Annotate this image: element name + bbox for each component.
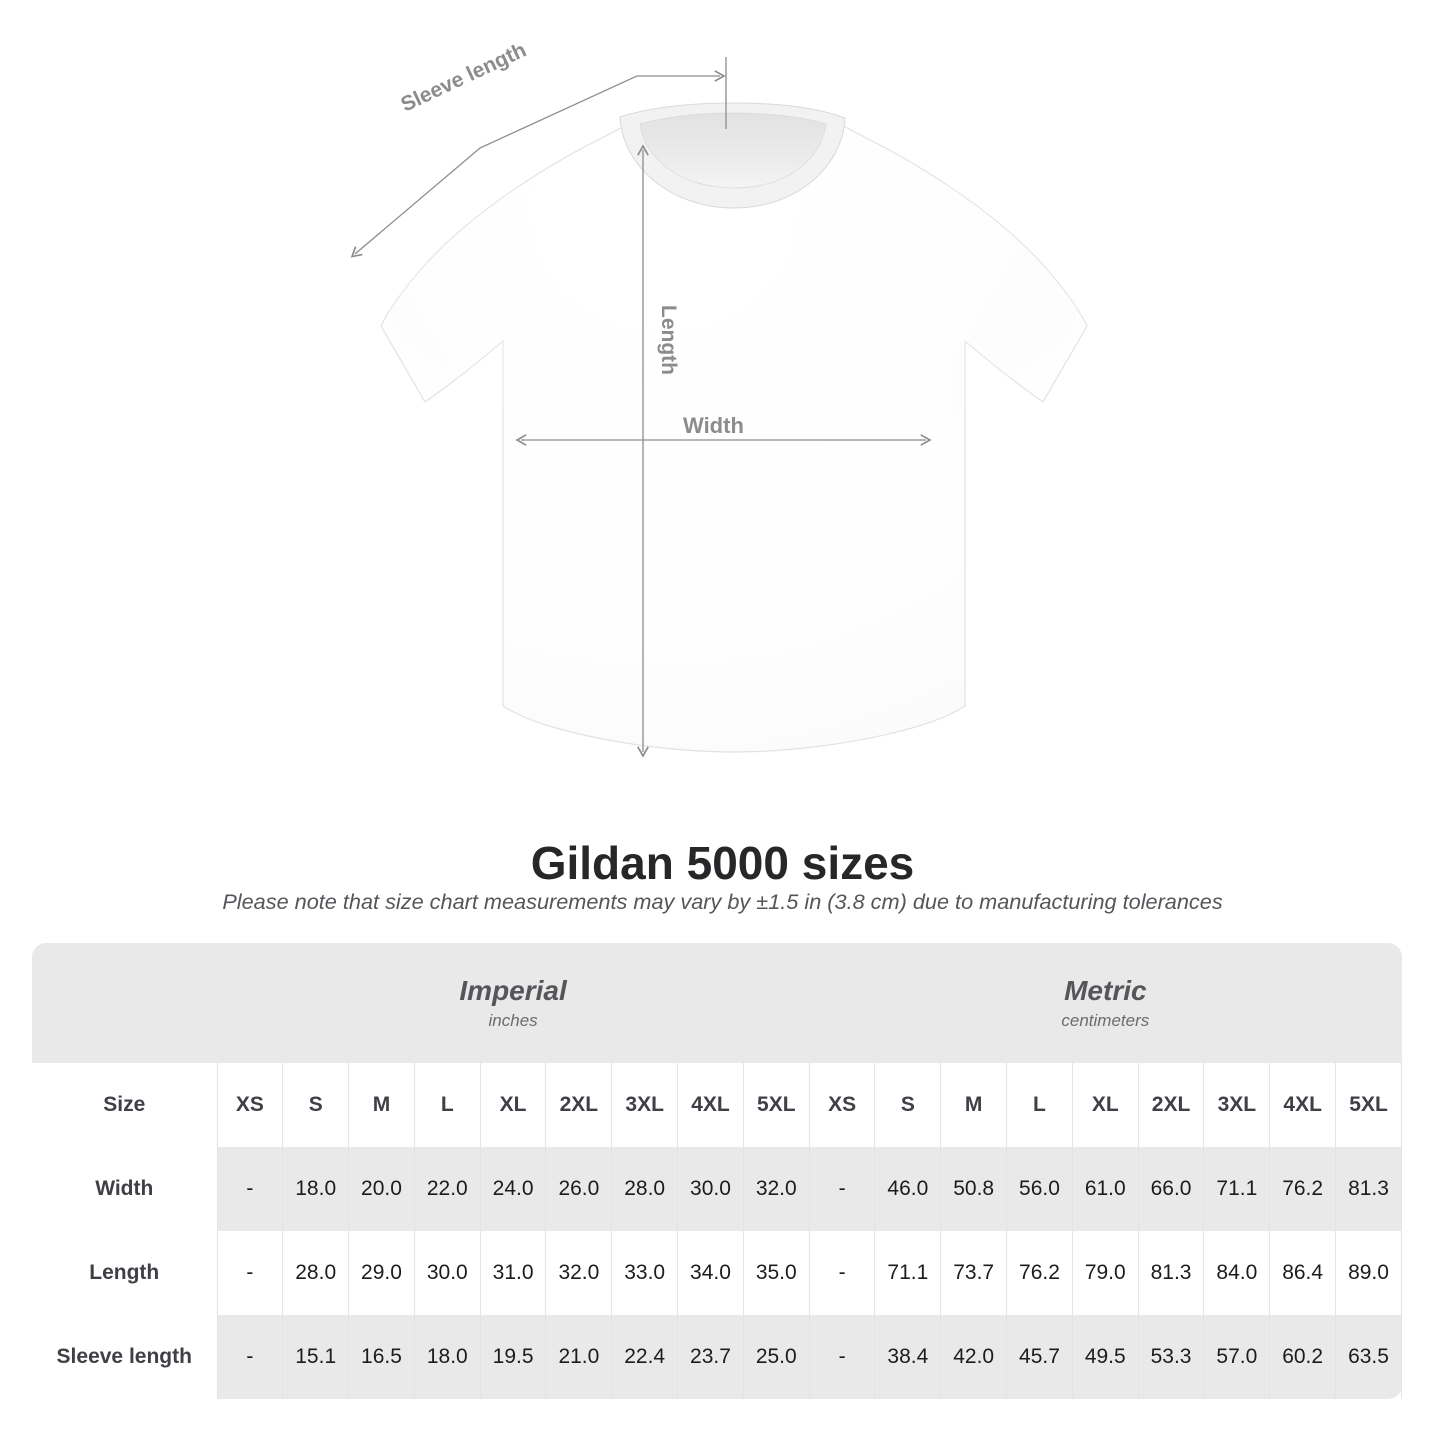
svg-text:Width: Width: [683, 413, 744, 438]
svg-text:Length: Length: [657, 305, 680, 375]
svg-text:Sleeve length: Sleeve length: [397, 38, 529, 116]
